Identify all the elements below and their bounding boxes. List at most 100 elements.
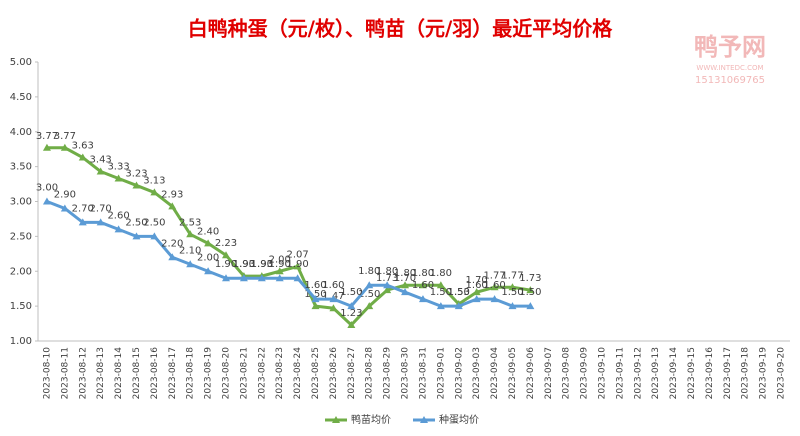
point: [222, 274, 230, 282]
data-label: 2.00: [269, 254, 291, 265]
watermark: 15131069765: [695, 75, 765, 86]
x-tick-label: 2023-09-16: [705, 347, 715, 400]
data-label: 1.80: [376, 266, 398, 277]
data-label: 2.07: [286, 249, 308, 260]
point: [186, 260, 195, 268]
point: [329, 304, 338, 312]
x-tick-label: 2023-08-24: [293, 347, 303, 400]
x-tick-label: 2023-09-17: [723, 347, 733, 399]
data-label: 2.23: [215, 238, 237, 249]
data-label: 1.60: [483, 280, 505, 291]
x-tick-label: 2023-08-28: [365, 347, 375, 400]
x-tick-label: 2023-09-13: [651, 347, 661, 399]
data-label: 3.43: [90, 155, 112, 166]
point: [401, 288, 410, 296]
data-label: 1.50: [519, 287, 541, 298]
x-tick-label: 2023-08-19: [204, 347, 214, 400]
point: [383, 286, 392, 294]
data-label: 1.93: [251, 259, 273, 270]
data-label: 1.70: [394, 273, 416, 284]
point: [508, 283, 517, 291]
legend-label: 鸭苗均价: [351, 413, 391, 426]
data-label: 1.93: [233, 259, 255, 270]
point: [526, 302, 535, 310]
data-label: 1.73: [519, 273, 541, 284]
data-label: 3.77: [36, 131, 58, 142]
data-label: 2.10: [179, 245, 201, 256]
point: [293, 274, 302, 282]
x-tick-label: 2023-09-01: [436, 347, 446, 399]
x-tick-label: 2023-08-26: [329, 347, 339, 400]
point: [132, 232, 141, 240]
point: [168, 253, 177, 261]
point: [239, 274, 248, 282]
x-tick-label: 2023-09-14: [669, 347, 679, 400]
x-tick-label: 2023-08-29: [383, 347, 393, 400]
data-label: 2.70: [72, 203, 94, 214]
x-tick-label: 2023-09-02: [454, 347, 464, 399]
point: [150, 188, 159, 196]
point: [490, 295, 499, 303]
point: [96, 218, 105, 226]
x-tick-label: 2023-09-20: [777, 347, 787, 400]
data-label: 1.60: [412, 280, 434, 291]
data-label: 3.77: [54, 131, 76, 142]
x-tick-label: 2023-09-06: [526, 347, 536, 400]
point: [347, 320, 356, 328]
y-tick-label: 4.00: [10, 127, 32, 138]
data-label: 1.23: [340, 308, 362, 319]
point: [186, 230, 195, 238]
data-label: 1.50: [430, 287, 452, 298]
data-label: 1.50: [340, 287, 362, 298]
y-tick-label: 1.00: [10, 336, 32, 347]
y-tick-label: 1.50: [10, 301, 32, 312]
point: [526, 286, 535, 294]
y-tick-label: 3.50: [10, 162, 32, 173]
data-label: 1.90: [251, 259, 273, 270]
point: [454, 302, 463, 310]
x-tick-label: 2023-09-19: [759, 347, 769, 400]
chart-title: 白鸭种蛋（元/枚）、鸭苗（元/羽）最近平均价格: [188, 17, 614, 41]
point: [132, 181, 141, 189]
point: [78, 153, 87, 161]
data-label: 1.77: [483, 270, 505, 281]
point: [508, 302, 517, 310]
point: [436, 302, 445, 310]
x-tick-label: 2023-09-18: [741, 347, 751, 400]
point: [114, 174, 123, 182]
data-label: 2.20: [161, 238, 183, 249]
point: [168, 202, 177, 210]
legend-marker: [420, 416, 428, 423]
x-tick-label: 2023-08-22: [257, 347, 267, 399]
series-line: [46, 200, 531, 308]
x-tick-label: 2023-08-23: [275, 347, 285, 399]
data-label: 1.90: [233, 259, 255, 270]
x-tick-label: 2023-08-12: [78, 347, 88, 399]
data-label: 3.13: [143, 175, 165, 186]
data-label: 1.50: [304, 289, 326, 300]
point: [150, 232, 159, 240]
series-line: [46, 146, 531, 328]
data-label: 1.70: [466, 275, 488, 286]
point: [311, 295, 320, 303]
point: [401, 281, 410, 289]
data-label: 2.00: [197, 252, 219, 263]
point: [329, 295, 338, 303]
point: [204, 239, 213, 247]
point: [96, 167, 105, 175]
data-label: 3.63: [72, 141, 94, 152]
data-label: 1.60: [304, 280, 326, 291]
x-tick-label: 2023-09-10: [598, 347, 608, 400]
data-label: 1.60: [322, 280, 344, 291]
data-label: 1.80: [394, 268, 416, 279]
x-tick-label: 2023-08-17: [168, 347, 178, 399]
data-label: 1.80: [430, 268, 452, 279]
point: [222, 251, 230, 259]
point: [472, 288, 481, 296]
y-tick-label: 4.50: [10, 92, 32, 103]
x-tick-label: 2023-09-07: [544, 347, 554, 399]
y-tick-label: 3.00: [10, 197, 32, 208]
data-label: 3.00: [36, 183, 58, 194]
x-tick-label: 2023-08-10: [42, 347, 52, 400]
